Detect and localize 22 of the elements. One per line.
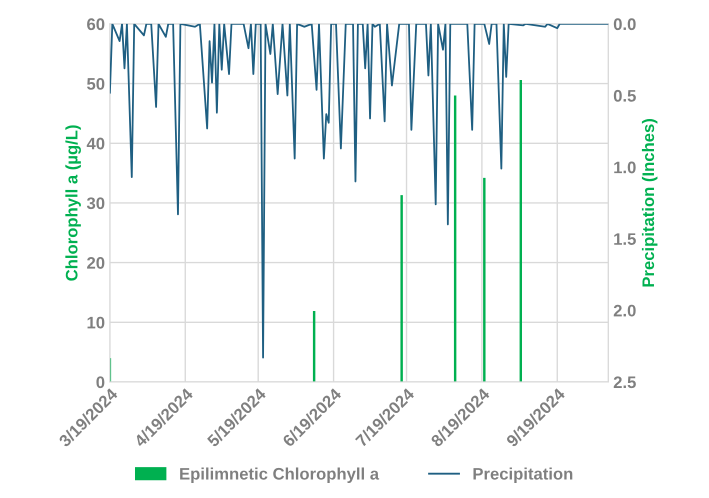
y-tick-label: 60 <box>87 18 104 30</box>
y-tick-label: 40 <box>86 138 104 150</box>
legend-label: Epilimnetic Chlorophyll a <box>180 467 380 483</box>
y2-tick-label: 0.5 <box>614 90 636 102</box>
y2-tick-label: 2.5 <box>614 376 636 388</box>
y-axis-title: Chlorophyll a (µg/L) <box>65 125 81 281</box>
y2-axis-title: Precipitation (Inches) <box>642 119 658 287</box>
bar <box>312 310 316 382</box>
y-tick-label: 10 <box>88 316 104 328</box>
y-tick-label: 50 <box>87 78 104 90</box>
legend-label: Precipitation <box>473 467 572 483</box>
y-tick-label: 30 <box>86 197 104 210</box>
y2-tick-label: 0.0 <box>614 18 636 30</box>
bar <box>454 96 456 382</box>
y2-tick-label: 1.5 <box>614 233 636 245</box>
y-tick-label: 20 <box>87 257 104 269</box>
y2-tick-label: 1.0 <box>614 162 636 174</box>
bar <box>483 178 486 382</box>
bar <box>400 195 403 382</box>
y-tick-label: 0 <box>96 376 104 388</box>
bar <box>520 80 522 382</box>
y2-tick-label: 2.0 <box>614 304 636 317</box>
